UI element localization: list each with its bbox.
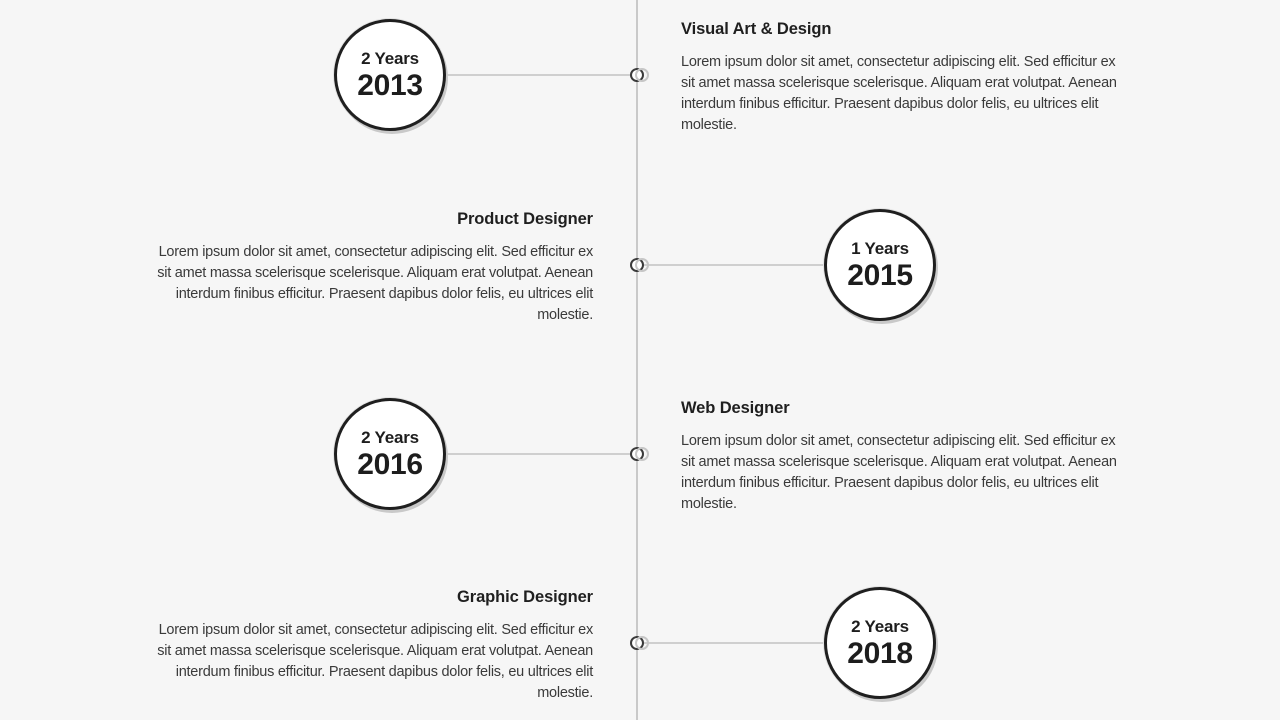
year-badge-2015[interactable]: 1 Years 2015 [824, 209, 936, 321]
badge-duration: 2 Years [361, 49, 419, 68]
timeline-entry-2013: 2 Years 2013 Visual Art & Design Lorem i… [0, 19, 1280, 179]
badge-year: 2018 [847, 637, 913, 670]
timeline-node-icon [630, 68, 644, 82]
entry-description: Lorem ipsum dolor sit amet, consectetur … [157, 622, 593, 701]
year-badge-2018[interactable]: 2 Years 2018 [824, 587, 936, 699]
badge-year: 2015 [847, 259, 913, 292]
timeline-node-icon [630, 636, 644, 650]
entry-title: Visual Art & Design [681, 20, 832, 38]
year-badge-2016[interactable]: 2 Years 2016 [334, 398, 446, 510]
entry-title: Product Designer [457, 210, 593, 228]
year-badge-2013[interactable]: 2 Years 2013 [334, 19, 446, 131]
entry-content: Product Designer Lorem ipsum dolor sit a… [149, 209, 593, 326]
entry-description: Lorem ipsum dolor sit amet, consectetur … [681, 433, 1117, 512]
badge-duration: 2 Years [851, 617, 909, 636]
entry-title: Web Designer [681, 399, 790, 417]
timeline-node-icon [630, 447, 644, 461]
entry-content: Graphic Designer Lorem ipsum dolor sit a… [149, 587, 593, 704]
entry-description: Lorem ipsum dolor sit amet, consectetur … [681, 54, 1117, 133]
badge-duration: 1 Years [851, 239, 909, 258]
entry-content: Web Designer Lorem ipsum dolor sit amet,… [681, 398, 1125, 515]
timeline-entry-2018: 2 Years 2018 Graphic Designer Lorem ipsu… [0, 587, 1280, 720]
timeline-axis-line [636, 0, 638, 720]
connector-line [637, 264, 825, 266]
timeline-entry-2016: 2 Years 2016 Web Designer Lorem ipsum do… [0, 398, 1280, 558]
entry-content: Visual Art & Design Lorem ipsum dolor si… [681, 19, 1125, 136]
timeline-node-icon [630, 258, 644, 272]
badge-year: 2013 [357, 69, 423, 102]
badge-year: 2016 [357, 448, 423, 481]
entry-description: Lorem ipsum dolor sit amet, consectetur … [157, 244, 593, 323]
connector-line [637, 642, 825, 644]
connector-line [445, 74, 637, 76]
entry-title: Graphic Designer [457, 588, 593, 606]
timeline-entry-2015: 1 Years 2015 Product Designer Lorem ipsu… [0, 209, 1280, 369]
badge-duration: 2 Years [361, 428, 419, 447]
connector-line [445, 453, 637, 455]
